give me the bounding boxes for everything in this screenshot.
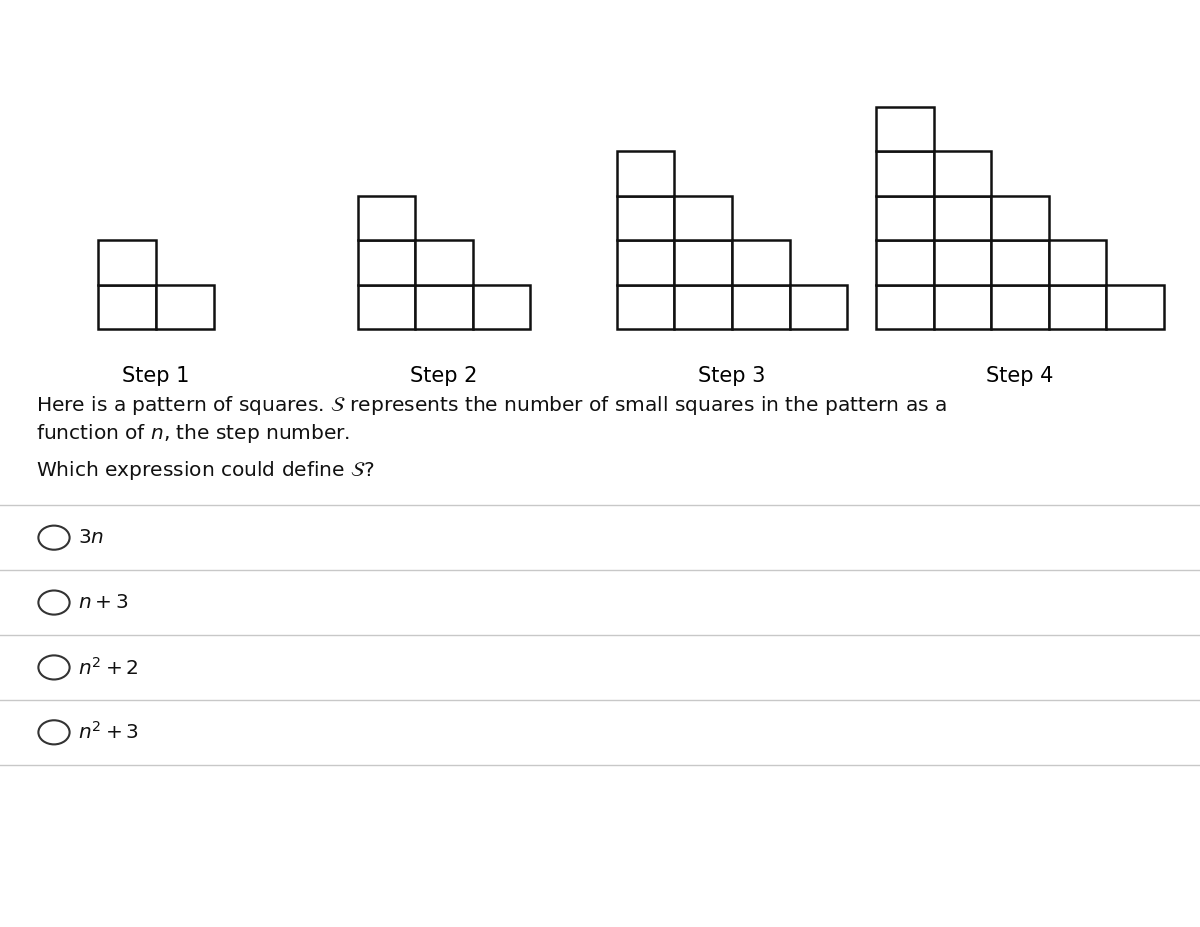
Bar — [156, 285, 214, 329]
Bar — [617, 240, 674, 285]
Bar — [991, 285, 1049, 329]
Bar — [934, 196, 991, 240]
Bar — [991, 196, 1049, 240]
Bar — [415, 240, 473, 285]
Bar — [732, 240, 790, 285]
Bar — [732, 285, 790, 329]
Bar — [415, 285, 473, 329]
Bar — [617, 285, 674, 329]
Bar — [876, 240, 934, 285]
Text: Step 2: Step 2 — [410, 366, 478, 387]
Bar — [674, 240, 732, 285]
Bar — [98, 240, 156, 285]
Bar — [473, 285, 530, 329]
Bar — [876, 196, 934, 240]
Bar — [674, 285, 732, 329]
Text: Here is a pattern of squares. $\mathcal{S}$ represents the number of small squar: Here is a pattern of squares. $\mathcal{… — [36, 394, 947, 417]
Text: Which expression could define $\mathcal{S}$?: Which expression could define $\mathcal{… — [36, 459, 374, 482]
Text: $n+3$: $n+3$ — [78, 593, 128, 612]
Bar — [674, 196, 732, 240]
Text: Step 3: Step 3 — [698, 366, 766, 387]
Bar — [1049, 240, 1106, 285]
Bar — [991, 240, 1049, 285]
Bar — [934, 240, 991, 285]
Bar — [790, 285, 847, 329]
Bar — [876, 151, 934, 196]
Text: function of $n$, the step number.: function of $n$, the step number. — [36, 422, 350, 445]
Text: Step 4: Step 4 — [986, 366, 1054, 387]
Bar — [617, 196, 674, 240]
Bar — [358, 240, 415, 285]
Bar — [934, 285, 991, 329]
Text: $n^2+2$: $n^2+2$ — [78, 656, 139, 679]
Bar — [1049, 285, 1106, 329]
Text: Step 1: Step 1 — [122, 366, 190, 387]
Bar — [358, 285, 415, 329]
Bar — [876, 107, 934, 151]
Text: $3n$: $3n$ — [78, 528, 104, 547]
Bar — [1106, 285, 1164, 329]
Bar — [617, 151, 674, 196]
Bar — [876, 285, 934, 329]
Bar — [98, 285, 156, 329]
Text: $n^2+3$: $n^2+3$ — [78, 721, 139, 743]
Bar — [358, 196, 415, 240]
Bar — [934, 151, 991, 196]
